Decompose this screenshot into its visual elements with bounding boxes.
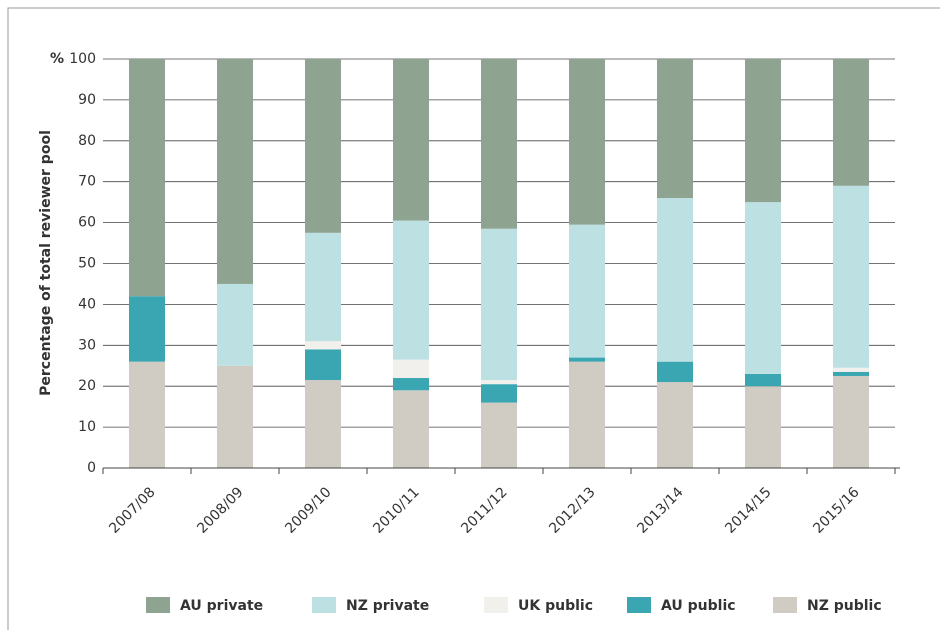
x-tick-label: 2011/12 [458, 484, 510, 536]
bar-segment [657, 382, 693, 468]
y-tick-label: 60 [78, 215, 96, 231]
y-tick-label: 80 [78, 133, 96, 149]
bar-segment [393, 220, 429, 360]
x-tick-label: 2008/09 [194, 484, 246, 536]
bar-segment [833, 367, 869, 372]
x-tick-label: 2010/11 [370, 484, 422, 536]
bar-segment [833, 185, 869, 368]
bar-segment [393, 390, 429, 468]
bar-segment [217, 365, 253, 468]
bar-segment [217, 283, 253, 366]
legend-label: NZ private [346, 598, 429, 614]
y-tick-label: 10 [78, 419, 96, 435]
bar-segment [217, 59, 253, 284]
legend-swatch [146, 597, 170, 613]
bar-segment [833, 59, 869, 186]
y-tick-label: 90 [78, 92, 96, 108]
bar-segment [569, 224, 605, 358]
bar-segment [305, 380, 341, 468]
bar-segment [393, 378, 429, 391]
legend-swatch [773, 597, 797, 613]
legend-swatch [312, 597, 336, 613]
bar-segment [569, 361, 605, 468]
bar-segment [129, 296, 165, 362]
bar-segment [481, 402, 517, 468]
bar-segment [745, 386, 781, 468]
bar-segment [745, 373, 781, 387]
legend-label: AU private [180, 598, 263, 614]
bar-segment [129, 361, 165, 468]
frame [7, 7, 940, 630]
bar-segment [481, 384, 517, 403]
bar-segment [305, 349, 341, 381]
bar-segment [745, 202, 781, 374]
bar-segment [305, 59, 341, 233]
bar-segment [657, 198, 693, 362]
y-tick-label: 50 [78, 256, 96, 272]
y-axis-title: Percentage of total reviewer pool [38, 130, 54, 396]
bar-segment [657, 59, 693, 199]
bar-segment [569, 357, 605, 362]
x-tick-label: 2014/15 [722, 484, 774, 536]
bar-segment [745, 59, 781, 203]
bar-segment [833, 375, 869, 468]
bar-segment [833, 371, 869, 376]
legend-swatch [627, 597, 651, 613]
x-tick-label: 2007/08 [106, 484, 158, 536]
x-tick-label: 2012/13 [546, 484, 598, 536]
bar-segment [393, 59, 429, 221]
y-tick-label: 70 [78, 174, 96, 190]
bar-segment [481, 59, 517, 229]
legend-swatch [484, 597, 508, 613]
bar-segment [305, 232, 341, 342]
y-tick-label: 30 [78, 337, 96, 353]
bar-segment [129, 59, 165, 297]
bar-segment [393, 359, 429, 379]
y-tick-label: 40 [78, 296, 96, 312]
y-tick-label: 20 [78, 378, 96, 394]
y-tick-label: 100 [69, 51, 96, 67]
y-tick-label: 0 [87, 460, 96, 476]
x-tick-label: 2009/10 [282, 484, 334, 536]
bar-segment [657, 361, 693, 383]
y-unit: % [50, 51, 64, 67]
bar-segment [481, 228, 517, 381]
bar-segment [569, 59, 605, 225]
legend-label: AU public [661, 598, 736, 614]
bar-segment [305, 341, 341, 350]
x-tick-label: 2013/14 [634, 484, 687, 537]
x-tick-label: 2015/16 [810, 484, 863, 537]
legend-label: NZ public [807, 598, 882, 614]
bar-segment [481, 380, 517, 385]
legend-label: UK public [518, 598, 593, 614]
